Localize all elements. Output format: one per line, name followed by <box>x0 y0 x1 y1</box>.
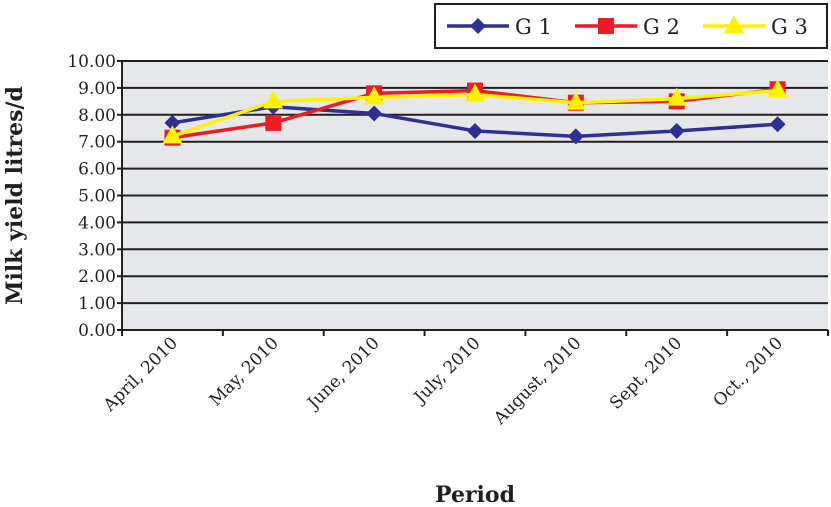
legend-marker-square <box>598 18 614 34</box>
x-tick-label: May, 2010 <box>206 333 283 410</box>
data-point-diamond <box>467 122 483 139</box>
data-point-diamond <box>567 128 584 145</box>
data-point-triangle <box>666 87 687 106</box>
data-point-triangle <box>162 125 183 144</box>
x-tick-label: Oct., 2010 <box>709 333 787 411</box>
y-tick-label: 9.00 <box>78 79 116 99</box>
data-point-triangle <box>465 83 485 102</box>
x-tick-label: June, 2010 <box>302 333 383 414</box>
legend-label: G 2 <box>643 15 680 39</box>
x-axis-label: Period <box>435 482 515 507</box>
data-point-triangle <box>565 91 586 110</box>
y-tick-label: 8.00 <box>78 106 116 126</box>
y-tick-label: 1.00 <box>78 294 116 314</box>
legend-marker-triangle <box>724 15 744 33</box>
data-point-diamond <box>366 105 383 122</box>
data-point-diamond <box>668 122 685 139</box>
data-point-diamond <box>769 116 786 133</box>
x-tick-label: April, 2010 <box>99 333 182 416</box>
x-tick-label: July, 2010 <box>409 333 484 408</box>
y-tick-label: 2.00 <box>78 267 116 287</box>
x-tick-label: August, 2010 <box>489 333 585 429</box>
y-tick-label: 3.00 <box>78 240 116 260</box>
legend-label: G 3 <box>771 15 808 39</box>
legend-marker-diamond <box>470 18 486 34</box>
x-tick-label: Sept, 2010 <box>606 333 686 413</box>
y-tick-label: 0.00 <box>78 321 116 341</box>
y-tick-label: 7.00 <box>78 133 116 153</box>
data-point-diamond <box>164 114 181 131</box>
data-point-triangle <box>364 86 385 105</box>
y-tick-label: 4.00 <box>78 213 116 233</box>
data-point-triangle <box>767 79 788 98</box>
data-point-triangle <box>263 90 284 109</box>
data-point-square <box>265 114 282 131</box>
y-tick-label: 10.00 <box>67 52 116 72</box>
y-tick-label: 6.00 <box>78 160 116 180</box>
y-tick-label: 5.00 <box>78 187 116 207</box>
legend-label: G 1 <box>515 15 552 39</box>
y-axis-label: Milk yield litres/d <box>2 86 28 305</box>
